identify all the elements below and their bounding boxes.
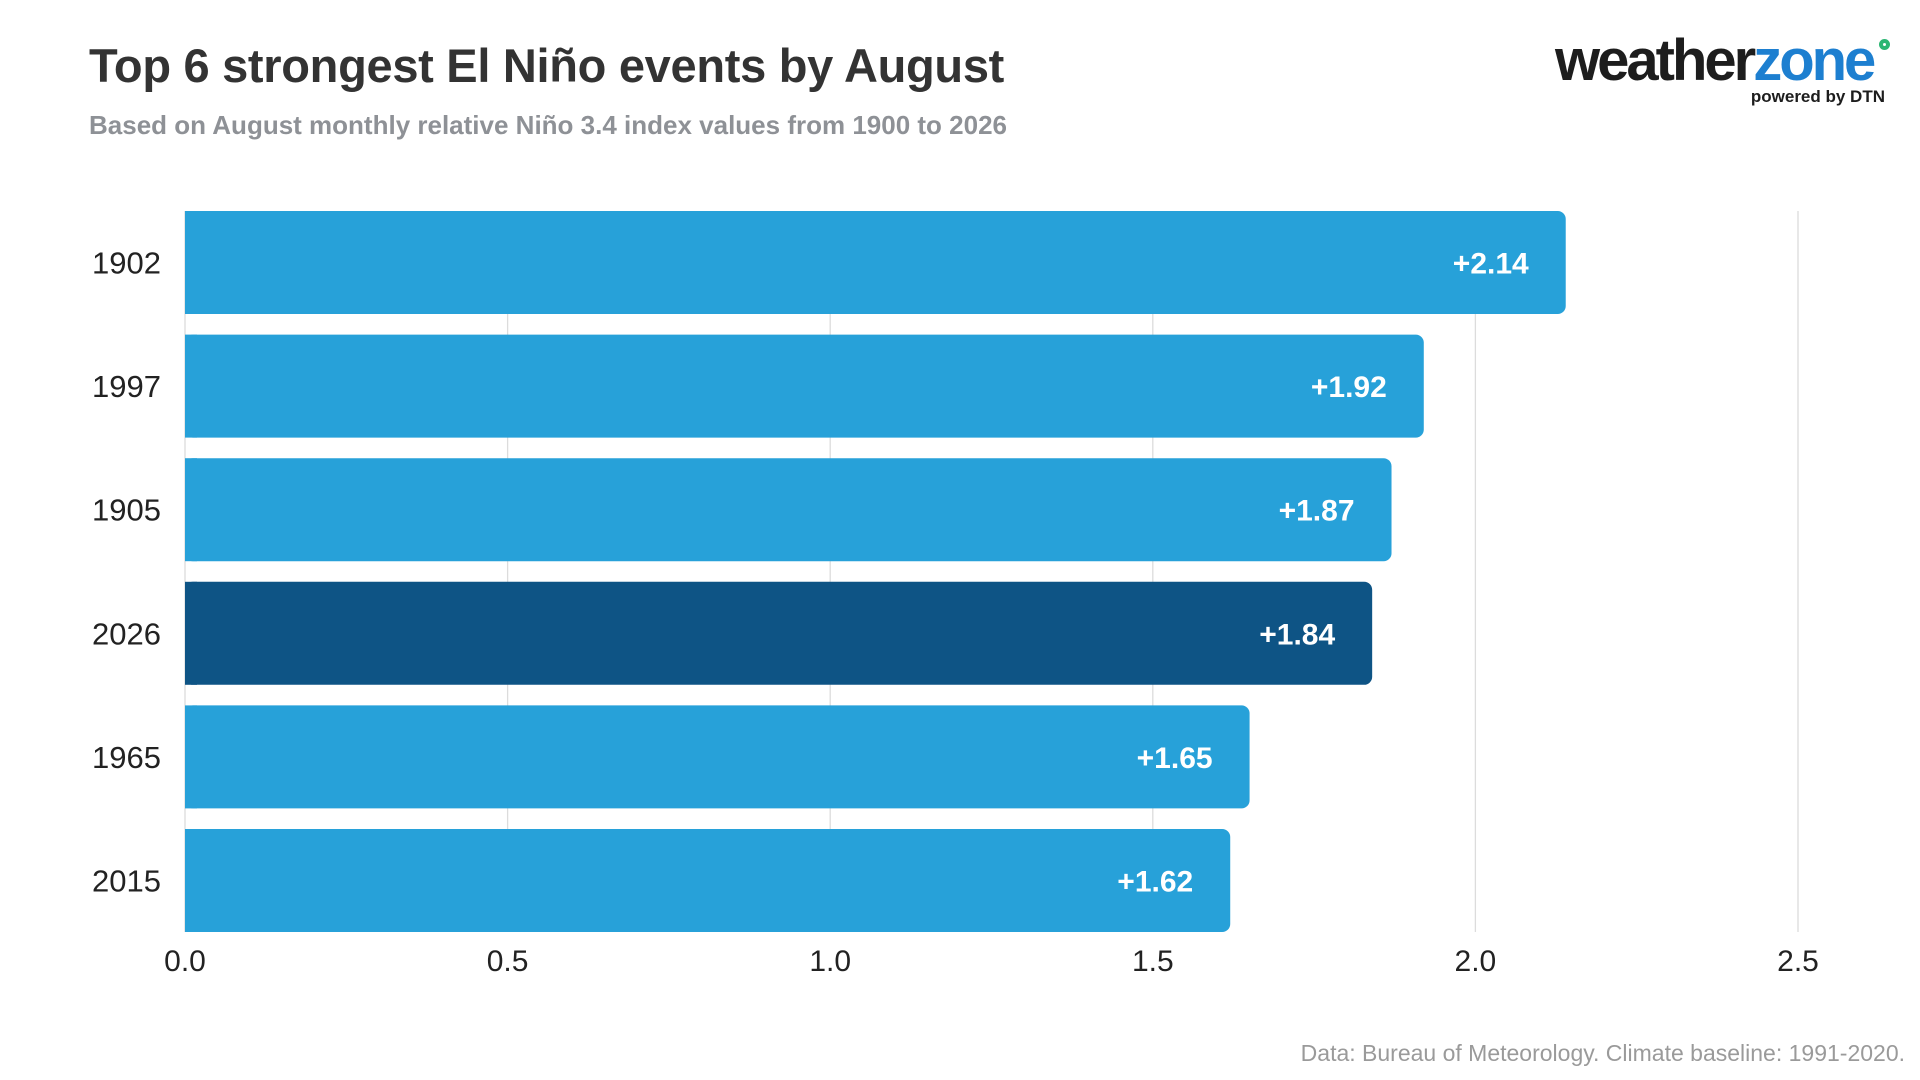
- bar-base: [185, 211, 197, 314]
- x-tick-label: 1.0: [809, 945, 851, 978]
- data-label: +1.92: [1311, 371, 1387, 404]
- category-labels: 1902 1997 1905 2026 1965 2015: [92, 246, 161, 899]
- logo-tagline: powered by DTN: [1750, 87, 1885, 106]
- bar[interactable]: [185, 334, 1424, 438]
- bar-base: [185, 829, 197, 932]
- bar-base: [185, 705, 197, 809]
- bars: [185, 211, 1566, 932]
- logo-word-zone: zone: [1753, 28, 1876, 93]
- category-label: 1997: [92, 369, 161, 404]
- source-note: Data: Bureau of Meteorology. Climate bas…: [1300, 1040, 1905, 1066]
- logo-wordmark: weatherzone: [1555, 26, 1876, 96]
- data-label: +1.84: [1259, 618, 1335, 651]
- category-label: 1902: [92, 246, 161, 281]
- weatherzone-logo[interactable]: weatherzone powered by DTN: [1555, 26, 1895, 116]
- x-tick-label: 2.5: [1777, 945, 1819, 978]
- category-label: 2015: [92, 864, 161, 899]
- chart-subtitle: Based on August monthly relative Niño 3.…: [89, 110, 1007, 140]
- chart-title: Top 6 strongest El Niño events by August: [89, 39, 1005, 92]
- bar-base: [185, 458, 197, 562]
- x-axis-tick-labels: 0.0 0.5 1.0 1.5 2.0 2.5: [164, 945, 1819, 978]
- x-tick-label: 1.5: [1132, 945, 1174, 978]
- bar[interactable]: [185, 829, 1231, 932]
- grid-lines: [184, 211, 1799, 932]
- data-label: +2.14: [1453, 248, 1529, 281]
- category-label: 2026: [92, 616, 161, 651]
- logo-word-weather: weather: [1555, 28, 1756, 93]
- data-label: +1.87: [1279, 495, 1355, 528]
- category-label: 1905: [92, 493, 161, 528]
- bar[interactable]: [185, 458, 1392, 562]
- data-label: +1.65: [1137, 742, 1213, 775]
- data-labels: +2.14 +1.92 +1.87 +1.84 +1.65 +1.62: [1117, 248, 1529, 899]
- bar-base: [185, 581, 197, 685]
- bar[interactable]: [185, 581, 1373, 685]
- category-label: 1965: [92, 740, 161, 775]
- bar-base: [185, 334, 197, 438]
- bar[interactable]: [185, 211, 1566, 314]
- x-tick-label: 0.0: [164, 945, 206, 978]
- logo-dot-icon: [1879, 39, 1890, 50]
- x-tick-label: 2.0: [1455, 945, 1497, 978]
- bar[interactable]: [185, 705, 1250, 809]
- data-label: +1.62: [1117, 866, 1193, 899]
- x-tick-label: 0.5: [487, 945, 529, 978]
